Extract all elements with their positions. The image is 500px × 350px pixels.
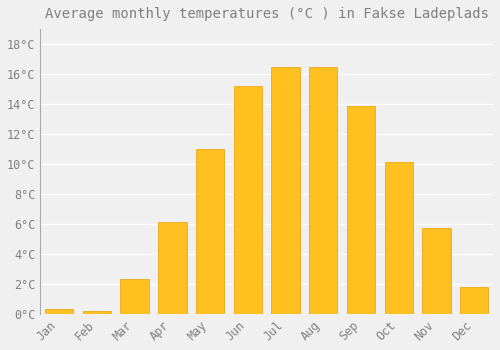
Bar (234, 86, 262, 314)
Bar (460, 287, 488, 314)
Bar (309, 66, 338, 314)
Bar (272, 66, 299, 314)
Bar (45, 309, 74, 314)
Bar (196, 149, 224, 314)
Bar (347, 105, 375, 314)
Bar (120, 279, 149, 314)
Title: Average monthly temperatures (°C ) in Fakse Ladeplads: Average monthly temperatures (°C ) in Fa… (44, 7, 488, 21)
Bar (384, 162, 413, 314)
Bar (422, 229, 450, 314)
Bar (83, 311, 111, 314)
Bar (158, 223, 186, 314)
